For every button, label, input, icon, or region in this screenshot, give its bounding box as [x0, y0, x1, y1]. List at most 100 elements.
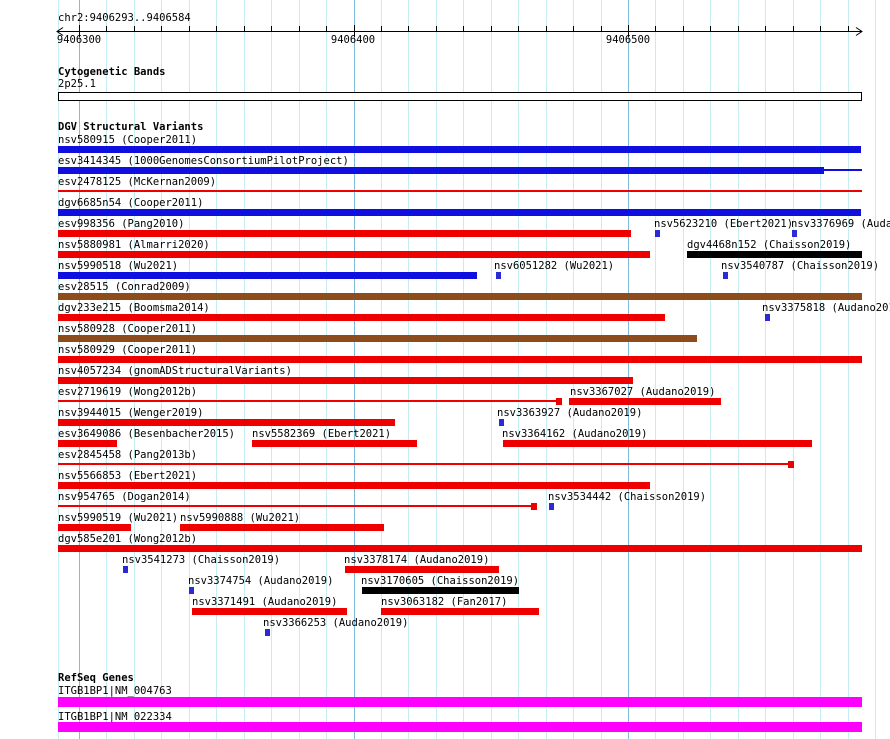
variant-bar-esv3414345[interactable]: [58, 167, 824, 174]
ruler-arrowhead: [855, 27, 863, 36]
variant-label-nsv3366253[interactable]: nsv3366253 (Audano2019): [263, 617, 409, 629]
variant-label-nsv5990519[interactable]: nsv5990519 (Wu2021): [58, 512, 179, 524]
variant-label-nsv3534442[interactable]: nsv3534442 (Chaisson2019): [548, 491, 707, 503]
variant-bar-nsv5990888[interactable]: [180, 524, 384, 531]
variant-label-nsv3376969[interactable]: nsv3376969 (Audano2019): [791, 218, 890, 230]
variant-label-nsv5880981[interactable]: nsv5880981 (Almarri2020): [58, 239, 210, 251]
grid-line: [354, 0, 355, 739]
variant-label-nsv3063182[interactable]: nsv3063182 (Fan2017): [381, 596, 508, 608]
grid-line: [436, 0, 437, 739]
variant-label-nsv5623210[interactable]: nsv5623210 (Ebert2021): [654, 218, 794, 230]
variant-label-nsv580915[interactable]: nsv580915 (Cooper2011): [58, 134, 198, 146]
variant-bar-nsv3170605[interactable]: [362, 587, 519, 594]
variant-bar-esv28515[interactable]: [58, 293, 862, 300]
variant-label-esv2845458[interactable]: esv2845458 (Pang2013b): [58, 449, 198, 461]
variant-bar-nsv3371491[interactable]: [192, 608, 347, 615]
gene-bar-NM_004763[interactable]: [58, 697, 862, 707]
variant-label-nsv5990888[interactable]: nsv5990888 (Wu2021): [180, 512, 301, 524]
variant-label-esv2478125[interactable]: esv2478125 (McKernan2009): [58, 176, 217, 188]
grid-line: [326, 0, 327, 739]
grid-line: [546, 0, 547, 739]
variant-bar-nsv3944015[interactable]: [58, 419, 395, 426]
variant-bar-nsv580915[interactable]: [58, 146, 861, 153]
gene-label-NM_004763[interactable]: ITGB1BP1|NM_004763: [58, 685, 172, 697]
variant-bar-nsv5582369[interactable]: [252, 440, 417, 447]
variant-line-esv3414345[interactable]: [824, 169, 862, 171]
variant-bar-nsv5990519[interactable]: [58, 524, 131, 531]
variant-bar-dgv233e215[interactable]: [58, 314, 665, 321]
variant-label-nsv5566853[interactable]: nsv5566853 (Ebert2021): [58, 470, 198, 482]
variant-point-nsv3366253[interactable]: [265, 629, 270, 636]
variant-label-dgv6685n54[interactable]: dgv6685n54 (Cooper2011): [58, 197, 204, 209]
variant-label-nsv3944015[interactable]: nsv3944015 (Wenger2019): [58, 407, 204, 419]
variant-point-nsv3376969[interactable]: [792, 230, 797, 237]
variant-point-nsv3540787[interactable]: [723, 272, 728, 279]
variant-bar-esv3649086[interactable]: [58, 440, 117, 447]
variant-bar-nsv4057234[interactable]: [58, 377, 633, 384]
variant-line-nsv954765[interactable]: [58, 505, 531, 507]
variant-bar-dgv585e201[interactable]: [58, 545, 862, 552]
grid-line: [875, 0, 876, 739]
variant-label-dgv4468n152[interactable]: dgv4468n152 (Chaisson2019): [687, 239, 852, 251]
gene-bar-NM_022334[interactable]: [58, 722, 862, 732]
variant-point-nsv3374754[interactable]: [189, 587, 194, 594]
variant-cap-esv2845458[interactable]: [788, 461, 794, 468]
gene-label-NM_022334[interactable]: ITGB1BP1|NM_022334: [58, 711, 172, 723]
variant-line-esv2845458[interactable]: [58, 463, 788, 465]
variant-bar-nsv3378174[interactable]: [345, 566, 499, 573]
grid-line: [216, 0, 217, 739]
variant-bar-nsv3364162[interactable]: [503, 440, 812, 447]
grid-line: [710, 0, 711, 739]
variant-label-nsv3374754[interactable]: nsv3374754 (Audano2019): [188, 575, 334, 587]
variant-label-nsv580928[interactable]: nsv580928 (Cooper2011): [58, 323, 198, 335]
variant-label-nsv4057234[interactable]: nsv4057234 (gnomADStructuralVariants): [58, 365, 292, 377]
section-title-dgv-structural-variants: DGV Structural Variants: [58, 121, 204, 133]
variant-label-nsv3170605[interactable]: nsv3170605 (Chaisson2019): [361, 575, 520, 587]
variant-line-esv2478125[interactable]: [58, 190, 862, 192]
variant-bar-dgv6685n54[interactable]: [58, 209, 861, 216]
cytogenetic-band-label[interactable]: 2p25.1: [58, 78, 96, 90]
variant-point-nsv5623210[interactable]: [655, 230, 660, 237]
variant-point-nsv6051282[interactable]: [496, 272, 501, 279]
variant-bar-esv998356[interactable]: [58, 230, 631, 237]
variant-label-nsv954765[interactable]: nsv954765 (Dogan2014): [58, 491, 191, 503]
cytogenetic-band-2p25.1[interactable]: [58, 92, 862, 101]
variant-point-nsv3534442[interactable]: [549, 503, 554, 510]
variant-point-nsv3375818[interactable]: [765, 314, 770, 321]
variant-label-esv998356[interactable]: esv998356 (Pang2010): [58, 218, 185, 230]
variant-label-nsv3363927[interactable]: nsv3363927 (Audano2019): [497, 407, 643, 419]
variant-bar-nsv5990518[interactable]: [58, 272, 477, 279]
grid-line: [299, 0, 300, 739]
variant-label-esv2719619[interactable]: esv2719619 (Wong2012b): [58, 386, 198, 398]
variant-line-esv2719619[interactable]: [58, 400, 556, 402]
variant-label-dgv233e215[interactable]: dgv233e215 (Boomsma2014): [58, 302, 210, 314]
variant-label-nsv6051282[interactable]: nsv6051282 (Wu2021): [494, 260, 615, 272]
variant-label-nsv3367027[interactable]: nsv3367027 (Audano2019): [570, 386, 716, 398]
variant-label-nsv3371491[interactable]: nsv3371491 (Audano2019): [192, 596, 338, 608]
variant-cap-nsv954765[interactable]: [531, 503, 537, 510]
variant-label-nsv5990518[interactable]: nsv5990518 (Wu2021): [58, 260, 179, 272]
variant-bar-nsv580928[interactable]: [58, 335, 697, 342]
variant-label-nsv5582369[interactable]: nsv5582369 (Ebert2021): [252, 428, 392, 440]
variant-label-nsv3541273[interactable]: nsv3541273 (Chaisson2019): [122, 554, 281, 566]
variant-bar-nsv5880981[interactable]: [58, 251, 650, 258]
variant-label-nsv3378174[interactable]: nsv3378174 (Audano2019): [344, 554, 490, 566]
variant-label-nsv3540787[interactable]: nsv3540787 (Chaisson2019): [721, 260, 880, 272]
variant-point-nsv3541273[interactable]: [123, 566, 128, 573]
variant-bar-nsv3063182[interactable]: [381, 608, 539, 615]
variant-bar-nsv5566853[interactable]: [58, 482, 650, 489]
variant-label-esv3414345[interactable]: esv3414345 (1000GenomesConsortiumPilotPr…: [58, 155, 349, 167]
variant-cap-esv2719619[interactable]: [556, 398, 562, 405]
variant-bar-nsv580929[interactable]: [58, 356, 862, 363]
variant-label-nsv3364162[interactable]: nsv3364162 (Audano2019): [502, 428, 648, 440]
variant-label-dgv585e201[interactable]: dgv585e201 (Wong2012b): [58, 533, 198, 545]
variant-bar-dgv4468n152[interactable]: [687, 251, 862, 258]
variant-label-esv3649086[interactable]: esv3649086 (Besenbacher2015): [58, 428, 236, 440]
variant-point-nsv3363927[interactable]: [499, 419, 504, 426]
variant-bar-nsv3367027[interactable]: [569, 398, 721, 405]
variant-label-esv28515[interactable]: esv28515 (Conrad2009): [58, 281, 191, 293]
variant-label-nsv3375818[interactable]: nsv3375818 (Audano2019): [762, 302, 890, 314]
variant-label-nsv580929[interactable]: nsv580929 (Cooper2011): [58, 344, 198, 356]
grid-line: [106, 0, 107, 739]
grid-line: [765, 0, 766, 739]
